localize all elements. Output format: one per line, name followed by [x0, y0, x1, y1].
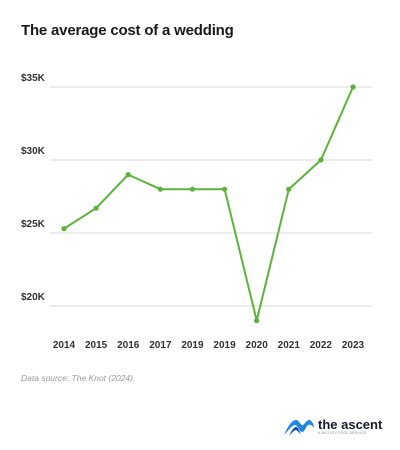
- y-tick-label: $30K: [21, 146, 46, 157]
- x-tick-label: 2020: [246, 340, 269, 351]
- brand-logo-block: the ascent A MOTLEY FOOL SERVICE: [283, 416, 382, 438]
- x-tick-label: 2017: [149, 340, 172, 351]
- grid-lines: [50, 86, 372, 307]
- x-tick-label: 2014: [53, 340, 76, 351]
- x-tick-label: 2015: [85, 340, 108, 351]
- y-tick-label: $35K: [21, 73, 46, 84]
- data-point: [350, 84, 356, 90]
- data-source-note: Data source: The Knot (2024).: [21, 373, 136, 383]
- y-tick-label: $25K: [21, 219, 46, 230]
- data-point: [61, 226, 67, 232]
- y-tick-label: $20K: [21, 292, 46, 303]
- x-tick-label: 2016: [117, 340, 140, 351]
- data-point: [221, 186, 228, 192]
- x-tick-label: 2019: [213, 340, 236, 351]
- the-ascent-logo-icon: [284, 420, 314, 436]
- y-axis-tick-labels: $20K $25K $30K $35K: [21, 73, 46, 303]
- data-points: [61, 84, 356, 324]
- data-point: [318, 157, 324, 163]
- data-point: [286, 186, 292, 192]
- x-tick-label: 2023: [342, 340, 365, 351]
- data-point: [254, 318, 260, 324]
- data-series: [63, 86, 354, 322]
- series-line: [63, 86, 354, 322]
- x-axis-tick-labels: 2014 2015 2016 2017 2019 2019 2020 2021 2022 2023: [53, 340, 365, 351]
- data-point: [157, 186, 163, 192]
- brand-tagline: A MOTLEY FOOL SERVICE: [318, 431, 367, 435]
- data-point: [125, 172, 131, 178]
- brand-name: the ascent: [318, 417, 383, 432]
- x-tick-label: 2019: [181, 340, 204, 351]
- data-point: [93, 205, 99, 211]
- x-tick-label: 2021: [278, 340, 301, 351]
- chart-title: The average cost of a wedding: [21, 22, 234, 39]
- x-tick-label: 2022: [310, 340, 333, 351]
- data-point: [189, 186, 196, 192]
